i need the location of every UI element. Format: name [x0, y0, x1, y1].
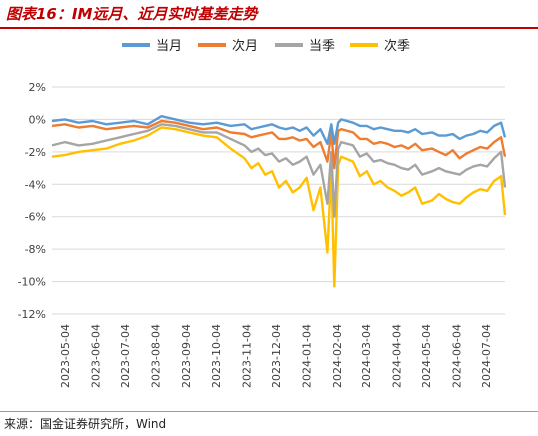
legend-label: 当月 — [156, 39, 182, 54]
y-tick-label: -2% — [25, 146, 46, 159]
legend: 当月 次月 当季 次季 — [122, 38, 410, 54]
legend-item: 当季 — [275, 39, 335, 54]
x-tick-label: 2023-09-04 — [180, 324, 193, 388]
x-tick-label: 2023-07-04 — [119, 324, 132, 388]
series-line — [51, 114, 507, 146]
grid-lines — [52, 86, 505, 315]
y-tick-label: -12% — [18, 308, 46, 321]
y-tick-label: -8% — [25, 243, 46, 256]
series-lines — [51, 114, 507, 288]
series-line — [51, 123, 507, 218]
legend-item: 次月 — [198, 38, 258, 54]
y-tick-label: 0% — [29, 113, 46, 126]
x-tick-label: 2024-01-04 — [301, 324, 314, 388]
y-tick-label: -4% — [25, 178, 46, 191]
x-tick-label: 2024-03-04 — [360, 324, 373, 388]
source-rule — [0, 411, 538, 412]
x-tick-label: 2024-05-04 — [420, 324, 433, 388]
y-axis-labels: 2% 0% -2% -4% -6% -8% -10% -12% — [18, 81, 46, 321]
y-tick-label: 2% — [29, 81, 46, 94]
legend-label: 次月 — [232, 38, 258, 54]
x-tick-label: 2023-08-04 — [150, 324, 163, 388]
x-tick-label: 2023-06-04 — [89, 324, 102, 388]
title-rule — [0, 27, 538, 29]
y-tick-label: -10% — [18, 276, 46, 289]
basis-line-chart: 当月 次月 当季 次季 2% 0% -2% -4% -6% -8% -10% -12% 2023-0… — [18, 38, 507, 388]
x-tick-label: 2024-04-04 — [390, 324, 403, 388]
figure-header: 图表16：IM远月、近月实时基差走势 — [0, 0, 538, 30]
legend-item: 次季 — [350, 38, 410, 54]
legend-label: 次季 — [384, 38, 410, 54]
x-tick-label: 2023-05-04 — [59, 324, 72, 388]
x-tick-label: 2023-11-04 — [240, 324, 253, 388]
y-tick-label: -6% — [25, 211, 46, 224]
figure-title: 图表16：IM远月、近月实时基差走势 — [6, 5, 258, 23]
legend-item: 当月 — [122, 39, 182, 54]
legend-label: 当季 — [309, 39, 335, 54]
x-tick-label: 2024-02-04 — [331, 324, 344, 388]
series-line — [51, 119, 507, 170]
source-note: 来源：国金证券研究所，Wind — [4, 417, 167, 431]
series-line — [51, 126, 507, 288]
x-tick-label: 2024-07-04 — [480, 324, 493, 388]
x-tick-label: 2023-10-04 — [210, 324, 223, 388]
x-tick-label: 2023-12-04 — [270, 324, 283, 388]
x-axis-labels: 2023-05-04 2023-06-04 2023-07-04 2023-08-04… — [59, 324, 493, 388]
x-tick-label: 2024-06-04 — [451, 324, 464, 388]
